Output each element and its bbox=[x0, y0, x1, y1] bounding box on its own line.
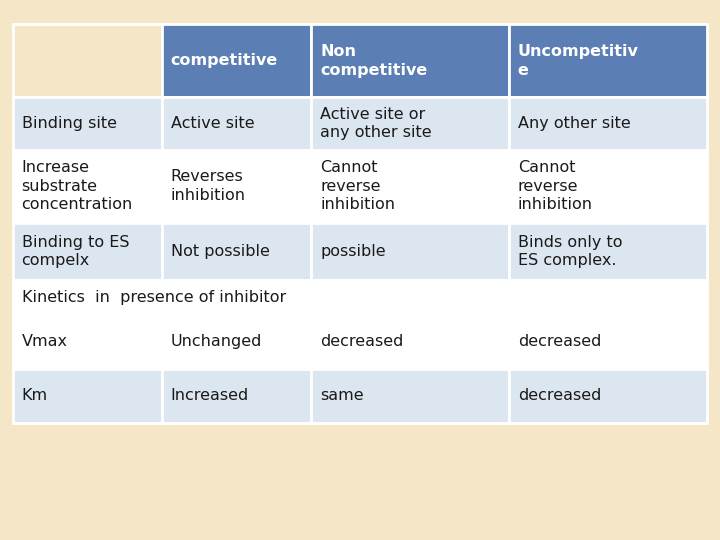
Text: possible: possible bbox=[320, 244, 386, 259]
Text: Increased: Increased bbox=[171, 388, 249, 403]
Text: Kinetics  in  presence of inhibitor: Kinetics in presence of inhibitor bbox=[22, 290, 286, 305]
FancyBboxPatch shape bbox=[509, 97, 707, 150]
FancyBboxPatch shape bbox=[13, 315, 162, 369]
FancyBboxPatch shape bbox=[312, 369, 509, 423]
Text: Active site or
any other site: Active site or any other site bbox=[320, 107, 432, 140]
FancyBboxPatch shape bbox=[509, 369, 707, 423]
Text: Unchanged: Unchanged bbox=[171, 334, 262, 349]
FancyBboxPatch shape bbox=[312, 315, 509, 369]
FancyBboxPatch shape bbox=[312, 97, 509, 150]
Text: Increase
substrate
concentration: Increase substrate concentration bbox=[22, 160, 133, 212]
FancyBboxPatch shape bbox=[13, 369, 162, 423]
FancyBboxPatch shape bbox=[162, 24, 312, 97]
FancyBboxPatch shape bbox=[509, 315, 707, 369]
Text: Vmax: Vmax bbox=[22, 334, 68, 349]
FancyBboxPatch shape bbox=[509, 24, 707, 97]
Text: decreased: decreased bbox=[518, 388, 601, 403]
Text: Binds only to
ES complex.: Binds only to ES complex. bbox=[518, 235, 622, 268]
Text: Cannot
reverse
inhibition: Cannot reverse inhibition bbox=[518, 160, 593, 212]
FancyBboxPatch shape bbox=[312, 150, 509, 222]
FancyBboxPatch shape bbox=[162, 315, 312, 369]
Text: Non
competitive: Non competitive bbox=[320, 44, 427, 78]
FancyBboxPatch shape bbox=[162, 369, 312, 423]
FancyBboxPatch shape bbox=[312, 24, 509, 97]
Text: Any other site: Any other site bbox=[518, 116, 631, 131]
Text: Binding site: Binding site bbox=[22, 116, 117, 131]
Text: Active site: Active site bbox=[171, 116, 254, 131]
FancyBboxPatch shape bbox=[13, 24, 162, 97]
Text: same: same bbox=[320, 388, 364, 403]
Text: decreased: decreased bbox=[518, 334, 601, 349]
FancyBboxPatch shape bbox=[13, 280, 707, 315]
FancyBboxPatch shape bbox=[13, 97, 162, 150]
Text: Km: Km bbox=[22, 388, 48, 403]
FancyBboxPatch shape bbox=[509, 222, 707, 280]
Text: Reverses
inhibition: Reverses inhibition bbox=[171, 170, 246, 203]
Text: Cannot
reverse
inhibition: Cannot reverse inhibition bbox=[320, 160, 395, 212]
FancyBboxPatch shape bbox=[162, 150, 312, 222]
FancyBboxPatch shape bbox=[509, 150, 707, 222]
Text: Not possible: Not possible bbox=[171, 244, 270, 259]
FancyBboxPatch shape bbox=[312, 222, 509, 280]
FancyBboxPatch shape bbox=[13, 222, 162, 280]
Text: Uncompetitiv
e: Uncompetitiv e bbox=[518, 44, 639, 78]
FancyBboxPatch shape bbox=[13, 150, 162, 222]
FancyBboxPatch shape bbox=[162, 222, 312, 280]
FancyBboxPatch shape bbox=[162, 97, 312, 150]
Text: decreased: decreased bbox=[320, 334, 403, 349]
Text: competitive: competitive bbox=[171, 53, 278, 68]
Text: Binding to ES
compelx: Binding to ES compelx bbox=[22, 235, 129, 268]
